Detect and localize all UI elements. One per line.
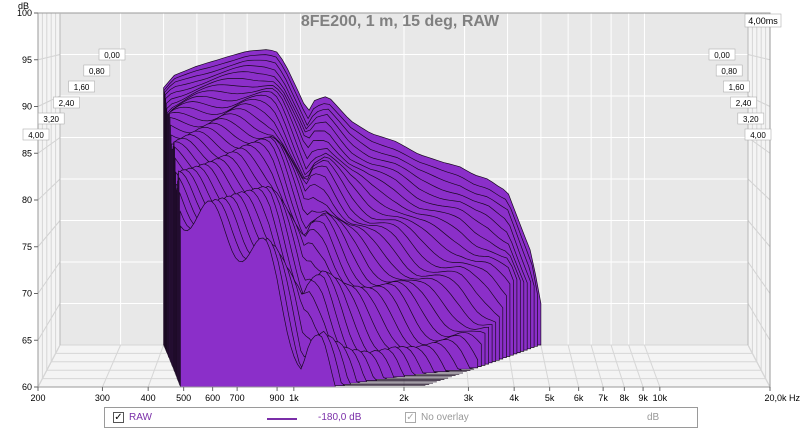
left-wall-panel: [37, 12, 61, 388]
y-tick-label: 75: [22, 242, 32, 252]
y-tick-label: 85: [22, 148, 32, 158]
legend-raw[interactable]: ✓ RAW: [113, 412, 152, 423]
x-axis-ticks: 200 300 400 500 600 700 900 1k 2k 3k 4k 5k 6k 7k 8k 9k 1…: [30, 387, 800, 403]
raw-label: RAW: [129, 412, 152, 423]
floor-grid: [540, 344, 551, 388]
x-tick-label: 20,0k Hz: [764, 393, 800, 403]
time-tick-box: [37, 112, 65, 125]
overlay-checkbox[interactable]: ✓: [405, 411, 416, 423]
time-axis-left: 0,00 0,80 1,60 2,403,20 4,00: [22, 48, 126, 141]
x-tick-label: 300: [95, 393, 110, 403]
overlay-unit-item: dB: [647, 412, 659, 423]
legend-bar: ✓ RAW -180,0 dB ✓ No overlay dB: [104, 407, 698, 428]
left-wall-grid: [37, 54, 61, 61]
time-tick-label: 2,40: [736, 99, 752, 108]
time-tick-label: 4,00: [750, 131, 766, 140]
raw-value: -180,0 dB: [318, 412, 362, 423]
overlay-label: No overlay: [421, 412, 469, 423]
time-tick-box: [708, 48, 736, 61]
time-tick-box: [68, 80, 95, 93]
waterfall-slices: [163, 49, 542, 388]
time-tick-box: [723, 80, 750, 93]
floor-grid: [747, 344, 771, 388]
time-label: 4,00ms: [748, 16, 778, 26]
left-wall-grid: [37, 178, 61, 201]
x-tick-label: 3k: [464, 393, 474, 403]
x-tick-label: 5k: [545, 393, 555, 403]
floor-grid: [610, 344, 625, 388]
floor-grid: [643, 344, 661, 388]
floor-grid: [590, 344, 604, 388]
legend-overlay[interactable]: ✓ No overlay: [405, 412, 469, 423]
time-axis-right: 0,00 0,80 1,60 2,40 3,20 4,00 4,00ms: [708, 13, 782, 141]
time-tick-box: [83, 64, 111, 77]
time-tick-box: [22, 128, 50, 141]
time-tick-box: [715, 64, 743, 77]
time-tick-box: [744, 128, 772, 141]
time-label-box: [744, 13, 782, 28]
floor-grid: [628, 344, 644, 388]
left-wall-grid: [37, 137, 61, 154]
raw-line-swatch: [267, 418, 297, 420]
x-tick-label: 500: [176, 393, 191, 403]
right-wall-grid: [747, 261, 771, 294]
time-tick-label: 1,60: [729, 83, 745, 92]
raw-value-item: -180,0 dB: [318, 412, 361, 423]
x-tick-label: 7k: [598, 393, 608, 403]
y-tick-label: 65: [22, 335, 32, 345]
y-tick-label: 60: [22, 382, 32, 392]
overlay-unit: dB: [647, 412, 660, 423]
time-tick-label: 0,80: [721, 67, 737, 76]
x-tick-label: 600: [205, 393, 220, 403]
y-tick-label: 80: [22, 195, 32, 205]
time-tick-label: 0,00: [714, 51, 730, 60]
x-tick-label: 6k: [574, 393, 584, 403]
right-wall-panel: [747, 12, 771, 388]
chart-title: 8FE200, 1 m, 15 deg, RAW: [301, 13, 500, 30]
time-tick-label: 3,20: [43, 115, 59, 124]
right-wall-grid: [747, 303, 771, 341]
time-tick-label: 2,40: [59, 99, 75, 108]
right-wall-grid: [747, 178, 771, 201]
time-tick-label: 0,80: [89, 67, 105, 76]
floor-grid: [147, 344, 165, 388]
time-tick-label: 3,20: [743, 115, 759, 124]
time-tick-label: 1,60: [74, 83, 90, 92]
y-axis-ticks: 60 65 70 75 80 85 90 95 100: [17, 8, 38, 392]
y-tick-label: 95: [22, 55, 32, 65]
x-tick-label: 9k: [638, 393, 648, 403]
left-wall-grid: [37, 303, 61, 341]
left-wall-grid: [37, 261, 61, 294]
x-tick-label: 8k: [620, 393, 630, 403]
raw-checkbox[interactable]: ✓: [113, 411, 124, 423]
time-tick-label: 4,00: [28, 131, 44, 140]
left-wall-grid: [37, 220, 61, 248]
right-wall-grid: [747, 220, 771, 248]
waterfall-chart: 60 65 70 75 80 85 90 95 100 200 300 400 500 600 700 90…: [16, 1, 800, 403]
x-tick-label: 10k: [653, 393, 668, 403]
time-tick-box: [730, 96, 757, 109]
y-axis-label: dB: [18, 1, 29, 11]
x-tick-label: 200: [30, 393, 45, 403]
x-tick-label: 4k: [509, 393, 519, 403]
time-tick-box: [737, 112, 765, 125]
time-tick-label: 0,00: [104, 51, 120, 60]
x-tick-label: 900: [270, 393, 285, 403]
floor-grid: [567, 344, 580, 388]
x-tick-label: 400: [141, 393, 156, 403]
time-tick-box: [98, 48, 126, 61]
time-tick-box: [53, 96, 80, 109]
floor-grid: [101, 344, 122, 388]
floor-grid: [37, 344, 61, 388]
y-tick-label: 70: [22, 289, 32, 299]
y-tick-label: 90: [22, 102, 32, 112]
y-tick-label: 100: [17, 8, 32, 18]
x-tick-label: 1k: [289, 393, 299, 403]
x-tick-label: 700: [230, 393, 245, 403]
right-wall-grid: [747, 54, 771, 61]
x-tick-label: 2k: [399, 393, 409, 403]
